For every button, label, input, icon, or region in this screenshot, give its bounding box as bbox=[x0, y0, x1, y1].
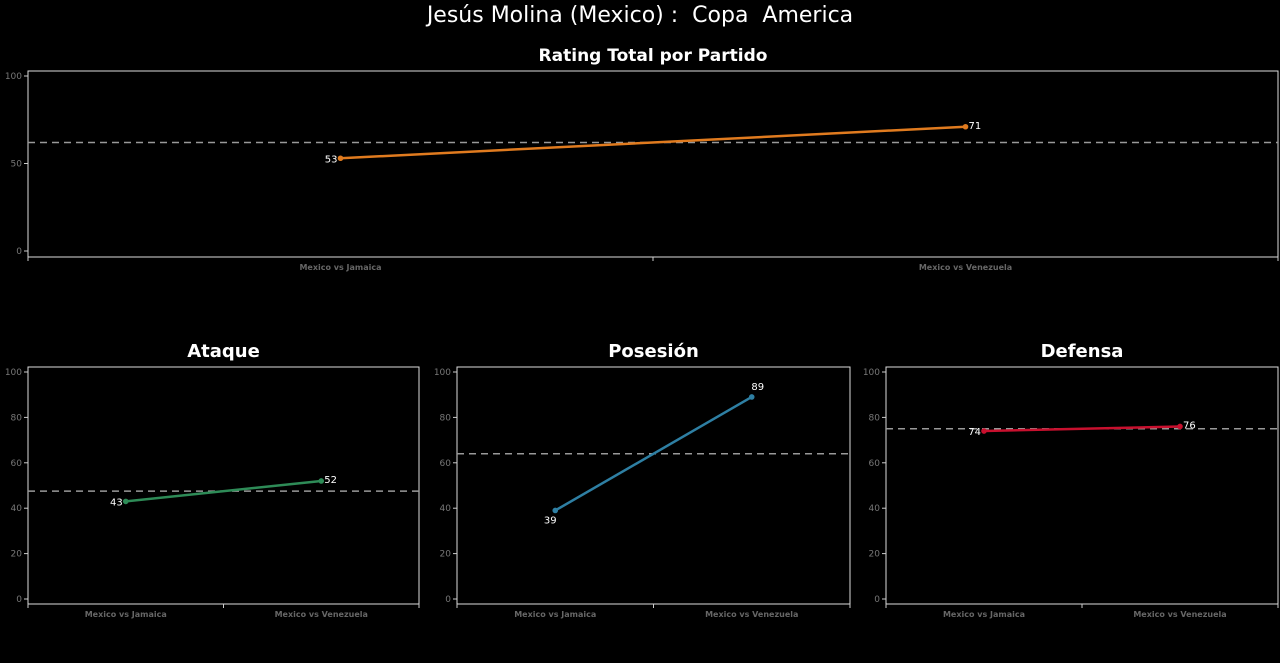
plot-frame bbox=[27, 366, 420, 605]
data-point bbox=[1177, 423, 1183, 430]
y-tick-label: 20 bbox=[440, 550, 452, 560]
y-tick-label: 40 bbox=[11, 504, 23, 514]
y-tick-label: 0 bbox=[445, 595, 451, 605]
y-tick-label: 0 bbox=[16, 595, 22, 605]
x-tick-label: Mexico vs Jamaica bbox=[85, 610, 167, 619]
chart-title: Posesión bbox=[608, 341, 699, 362]
y-tick-label: 60 bbox=[869, 459, 881, 469]
x-tick-label: Mexico vs Venezuela bbox=[705, 610, 798, 619]
chart-title: Ataque bbox=[187, 341, 260, 362]
y-tick-label: 0 bbox=[874, 595, 880, 605]
data-point bbox=[552, 507, 559, 514]
data-label: 52 bbox=[324, 475, 337, 486]
data-label: 71 bbox=[969, 121, 982, 132]
data-point bbox=[748, 394, 755, 400]
x-tick-label: Mexico vs Venezuela bbox=[1133, 610, 1226, 619]
chart-title: Rating Total por Partido bbox=[539, 46, 768, 66]
x-tick-label: Mexico vs Venezuela bbox=[275, 610, 368, 619]
y-tick-label: 50 bbox=[11, 160, 23, 170]
y-tick-label: 80 bbox=[440, 413, 452, 423]
page-title: Jesús Molina (Mexico) : Copa America bbox=[426, 3, 854, 28]
x-tick-label: Mexico vs Venezuela bbox=[919, 263, 1012, 272]
plot-frame bbox=[27, 70, 1279, 258]
series-line bbox=[340, 125, 966, 160]
y-tick-label: 40 bbox=[869, 504, 881, 514]
data-label: 76 bbox=[1183, 420, 1196, 431]
data-point bbox=[318, 478, 325, 484]
chart-title: Defensa bbox=[1041, 341, 1124, 362]
y-tick-label: 100 bbox=[5, 72, 22, 82]
plot-frame bbox=[885, 366, 1279, 605]
y-tick-label: 40 bbox=[440, 504, 452, 514]
y-tick-label: 60 bbox=[11, 459, 23, 469]
y-tick-label: 100 bbox=[863, 368, 880, 378]
y-tick-label: 20 bbox=[869, 550, 881, 560]
y-tick-label: 0 bbox=[16, 247, 22, 257]
data-point bbox=[122, 498, 129, 505]
data-label: 43 bbox=[110, 497, 123, 508]
series-line bbox=[983, 425, 1181, 433]
data-point bbox=[981, 428, 987, 434]
data-label: 39 bbox=[544, 515, 557, 526]
x-tick-label: Mexico vs Jamaica bbox=[299, 263, 381, 272]
data-label: 53 bbox=[325, 154, 338, 165]
data-point bbox=[337, 155, 344, 162]
y-tick-label: 80 bbox=[869, 413, 881, 423]
y-tick-label: 80 bbox=[11, 413, 23, 423]
x-tick-label: Mexico vs Jamaica bbox=[943, 610, 1025, 619]
data-point bbox=[962, 123, 969, 130]
y-tick-label: 100 bbox=[5, 368, 22, 378]
y-tick-label: 20 bbox=[11, 550, 23, 560]
series-line bbox=[554, 395, 753, 512]
data-label: 89 bbox=[751, 382, 764, 393]
series-line bbox=[125, 479, 322, 503]
plot-frame bbox=[456, 366, 851, 605]
data-label: 74 bbox=[968, 427, 981, 438]
y-tick-label: 100 bbox=[434, 368, 451, 378]
x-tick-label: Mexico vs Jamaica bbox=[514, 610, 596, 619]
y-tick-label: 60 bbox=[440, 459, 452, 469]
